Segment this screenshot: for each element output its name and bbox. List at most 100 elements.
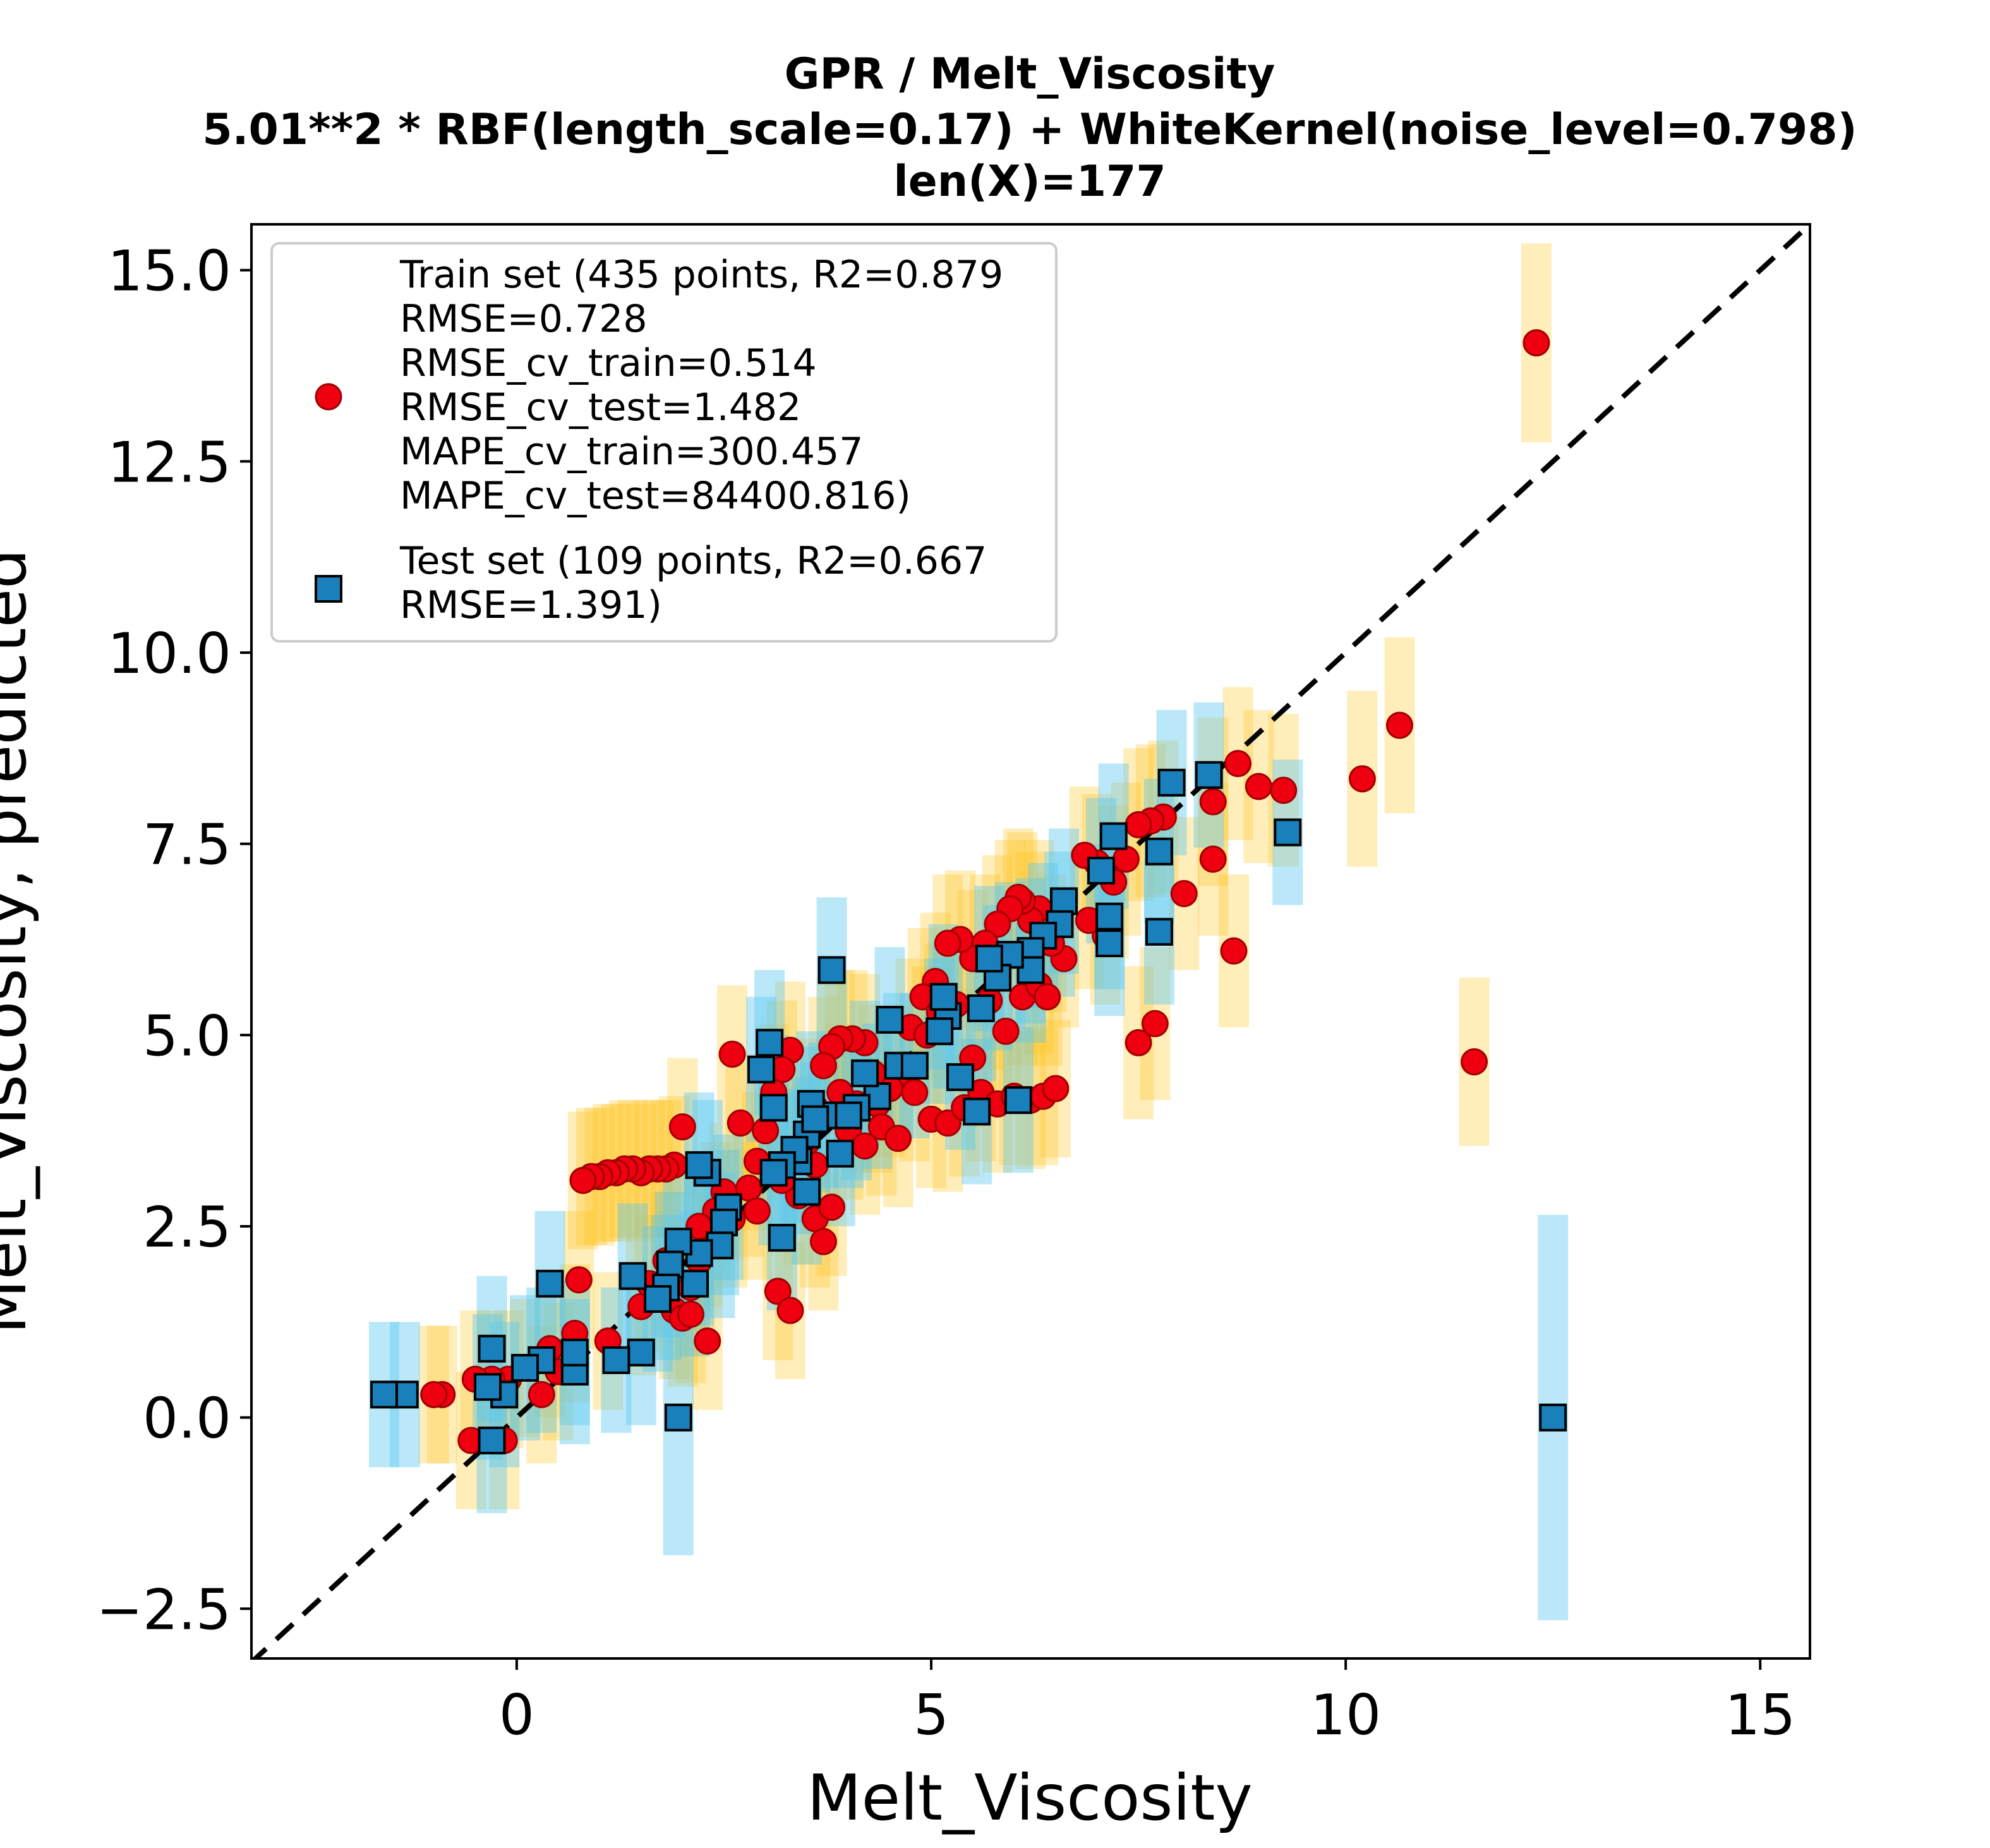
legend-train-line-6: MAPE_cv_test=84400.816) bbox=[400, 474, 911, 518]
train-point bbox=[1170, 879, 1198, 907]
train-point bbox=[809, 1228, 837, 1255]
train-point bbox=[565, 1266, 593, 1294]
y-tick-label: 5.0 bbox=[143, 1003, 231, 1068]
test-point bbox=[929, 982, 958, 1011]
y-tick-label: 0.0 bbox=[143, 1386, 231, 1451]
train-point bbox=[1461, 1048, 1488, 1076]
test-point bbox=[834, 1101, 862, 1130]
x-axis-ticks: 0 5 10 15 bbox=[499, 1658, 1795, 1748]
test-point bbox=[627, 1338, 655, 1367]
train-point bbox=[934, 929, 962, 957]
test-point bbox=[1539, 1403, 1567, 1432]
train-point bbox=[1385, 711, 1413, 739]
train-point bbox=[752, 1117, 780, 1145]
test-point bbox=[1157, 768, 1186, 797]
x-axis-label: Melt_Viscosity bbox=[807, 1761, 1252, 1835]
test-point bbox=[1274, 818, 1302, 847]
train-point bbox=[694, 1327, 721, 1355]
test-point bbox=[851, 1059, 879, 1087]
train-point bbox=[884, 1125, 912, 1152]
test-point bbox=[768, 1224, 796, 1252]
train-markers bbox=[420, 329, 1550, 1454]
test-point bbox=[759, 1159, 788, 1187]
train-point bbox=[727, 1109, 754, 1137]
test-point bbox=[876, 1006, 904, 1034]
train-point bbox=[934, 1109, 962, 1137]
train-point bbox=[569, 1166, 597, 1194]
test-point bbox=[536, 1269, 564, 1298]
train-point bbox=[1125, 1029, 1152, 1056]
train-point bbox=[420, 1380, 448, 1408]
y-tick-label: −2.5 bbox=[96, 1577, 231, 1642]
legend-test-line-2: RMSE=1.391) bbox=[400, 583, 662, 627]
train-point bbox=[1220, 937, 1248, 965]
test-point bbox=[656, 1250, 684, 1279]
test-point bbox=[370, 1380, 398, 1409]
test-point bbox=[560, 1338, 589, 1367]
test-point bbox=[709, 1208, 738, 1236]
test-point bbox=[900, 1051, 929, 1080]
chart-subtitle-kernel: 5.01**2 * RBF(length_scale=0.17) + White… bbox=[202, 105, 1857, 155]
test-point bbox=[826, 1139, 854, 1168]
legend-train-line-3: RMSE_cv_train=0.514 bbox=[400, 341, 817, 385]
train-point bbox=[1199, 845, 1227, 873]
train-point bbox=[743, 1197, 771, 1225]
test-point bbox=[478, 1426, 506, 1454]
test-point bbox=[1087, 857, 1116, 885]
y-tick-label: 10.0 bbox=[107, 621, 231, 686]
test-point bbox=[1095, 902, 1124, 931]
y-tick-label: 7.5 bbox=[143, 812, 231, 878]
legend-train-marker bbox=[315, 383, 342, 411]
test-markers bbox=[370, 761, 1567, 1454]
chart-title: GPR / Melt_Viscosity bbox=[785, 49, 1275, 99]
legend-test-line-1: Test set (109 points, R2=0.667 bbox=[399, 539, 987, 583]
test-point bbox=[1049, 887, 1078, 915]
y-tick-label: 2.5 bbox=[143, 1195, 231, 1260]
test-point bbox=[756, 1029, 784, 1057]
train-point bbox=[668, 1113, 696, 1141]
train-point bbox=[984, 910, 1011, 938]
train-point bbox=[718, 1041, 746, 1068]
train-point bbox=[1245, 773, 1272, 800]
test-point bbox=[473, 1373, 502, 1401]
test-point bbox=[747, 1055, 776, 1084]
test-point bbox=[511, 1353, 540, 1382]
test-point bbox=[1095, 929, 1124, 958]
y-axis-label: Melt_Viscosity, predicted bbox=[0, 548, 40, 1334]
test-point bbox=[685, 1151, 713, 1180]
train-point bbox=[1034, 983, 1061, 1011]
test-point bbox=[643, 1284, 672, 1313]
test-point bbox=[1145, 837, 1173, 866]
legend-test-marker bbox=[315, 575, 342, 603]
test-point bbox=[759, 1094, 788, 1122]
test-point bbox=[1195, 761, 1223, 789]
test-point bbox=[793, 1178, 821, 1206]
train-point bbox=[1523, 329, 1550, 357]
test-point bbox=[478, 1334, 506, 1363]
x-tick-label: 10 bbox=[1310, 1682, 1381, 1748]
test-point bbox=[1145, 917, 1173, 946]
train-point bbox=[1042, 1075, 1070, 1102]
train-point bbox=[528, 1380, 555, 1408]
test-point bbox=[963, 1097, 991, 1126]
legend: Train set (435 points, R2=0.879 RMSE=0.7… bbox=[270, 242, 1058, 643]
test-point bbox=[1099, 822, 1128, 850]
train-point bbox=[764, 1277, 792, 1305]
y-tick-label: 12.5 bbox=[107, 430, 231, 495]
test-point bbox=[1004, 1086, 1032, 1114]
y-axis-ticks: −2.5 0.0 2.5 5.0 7.5 10.0 12.5 15.0 bbox=[96, 239, 251, 1642]
train-point bbox=[1348, 765, 1376, 793]
train-point bbox=[677, 1300, 704, 1328]
test-point bbox=[817, 956, 846, 984]
train-point bbox=[1224, 750, 1252, 778]
legend-train-line-4: RMSE_cv_test=1.482 bbox=[400, 385, 801, 430]
y-tick-label: 15.0 bbox=[107, 239, 231, 304]
legend-box bbox=[270, 242, 1058, 643]
train-point bbox=[1199, 788, 1227, 816]
legend-train-line-5: MAPE_cv_train=300.457 bbox=[400, 430, 863, 474]
test-point bbox=[967, 994, 995, 1022]
train-point bbox=[818, 1193, 846, 1221]
train-point bbox=[776, 1296, 804, 1324]
legend-train-line-2: RMSE=0.728 bbox=[400, 297, 648, 341]
